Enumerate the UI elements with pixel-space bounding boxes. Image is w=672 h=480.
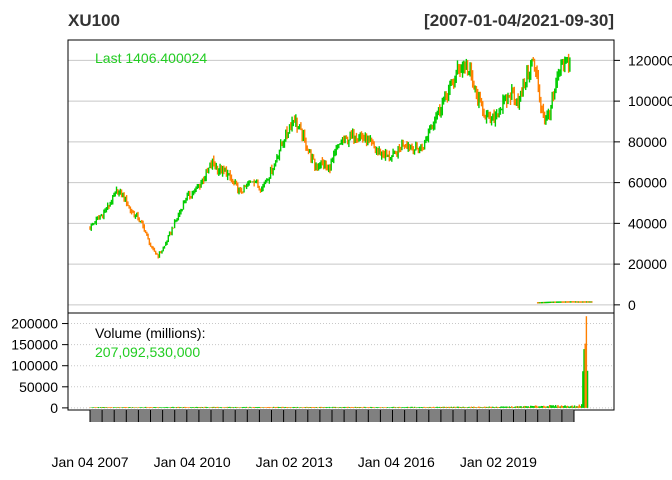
chart-title: XU100 [68,11,120,30]
date-range: [2007-01-04/2021-09-30] [424,11,614,30]
x-tick-label: Jan 04 2007 [51,454,128,470]
x-axis: Jan 04 2007 Jan 04 2010 Jan 02 2013 Jan 04 … [51,454,537,470]
volume-y-tick-label: 50000 [19,379,58,395]
volume-series [89,316,589,408]
volume-y-tick-label: 0 [50,400,58,416]
price-y-tick-label: 60000 [628,175,667,191]
price-y-tick-label: 80000 [628,134,667,150]
price-series [89,53,571,259]
price-y-axis: 120000 100000 80000 60000 40000 20000 0 [614,52,672,313]
price-y-tick-label: 40000 [628,215,667,231]
price-panel-frame [67,39,615,314]
x-tick-label: Jan 04 2010 [154,454,231,470]
price-tail-series [536,301,593,304]
last-value-label: Last 1406.400024 [95,50,207,66]
x-tick-label: Jan 04 2016 [358,454,435,470]
volume-value: 207,092,530,000 [95,344,200,360]
volume-y-tick-label: 100000 [11,358,58,374]
x-axis-band [89,410,575,422]
volume-label: Volume (millions): [95,325,205,341]
price-y-tick-label: 20000 [628,256,667,272]
volume-y-tick-label: 150000 [11,337,58,353]
x-tick-label: Jan 02 2019 [460,454,537,470]
price-y-tick-label: 100000 [628,93,672,109]
volume-y-tick-label: 200000 [11,316,58,332]
volume-y-axis: 200000 150000 100000 50000 0 [11,316,68,416]
x-tick-label: Jan 02 2013 [256,454,333,470]
price-y-tick-label: 120000 [628,52,672,68]
price-y-tick-label: 0 [628,297,636,313]
price-gridlines [68,59,614,306]
